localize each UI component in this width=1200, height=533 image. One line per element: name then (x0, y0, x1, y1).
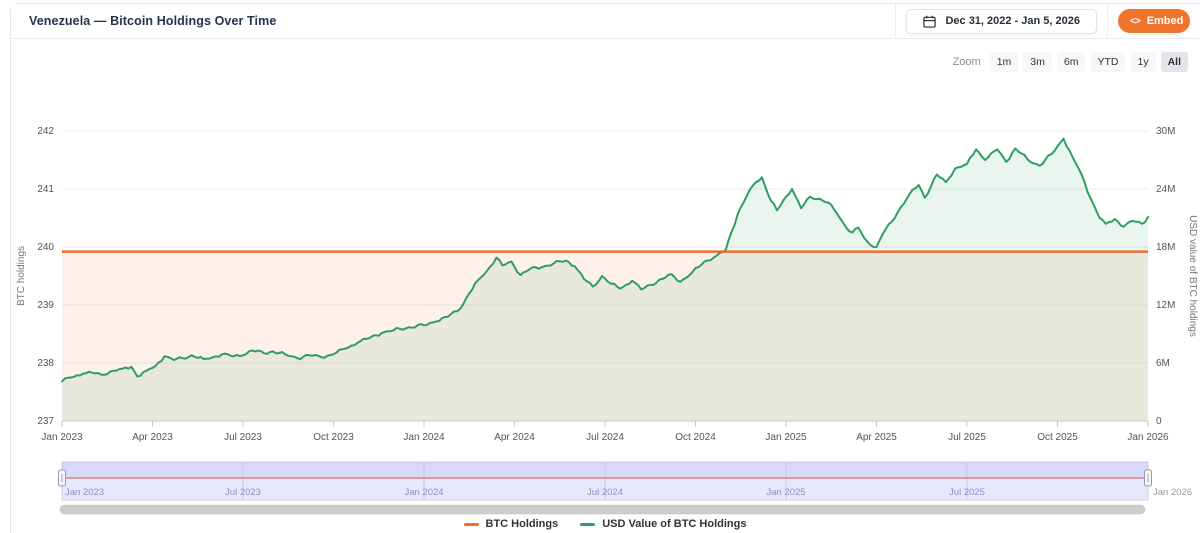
legend-swatch-btc (463, 522, 479, 526)
navigator-label: Jul 2025 (949, 487, 985, 498)
x-axis-label: Jan 2026 (1127, 432, 1169, 443)
y-axis-label-left: 240 (37, 242, 54, 253)
date-range-label: Dec 31, 2022 - Jan 5, 2026 (945, 15, 1080, 27)
navigator-label: Jan 2024 (404, 487, 443, 498)
y-axis-label-right: 12M (1156, 300, 1175, 311)
y-axis-label-left: 237 (37, 416, 54, 427)
y-axis-label-right: 24M (1156, 184, 1175, 195)
x-axis-label: Jan 2024 (403, 432, 445, 443)
x-axis-label: Jul 2025 (948, 432, 986, 443)
code-icon: <> (1130, 15, 1141, 27)
legend-item-btc-holdings[interactable]: BTC Holdings (463, 518, 559, 530)
chart-legend: BTC Holdings USD Value of BTC Holdings (62, 518, 1148, 530)
x-axis-label: Oct 2024 (675, 432, 716, 443)
y-axis-label-right: 18M (1156, 242, 1175, 253)
y-axis-label-right: 6M (1156, 358, 1170, 369)
x-axis-label: Apr 2025 (856, 432, 897, 443)
legend-item-usd-value[interactable]: USD Value of BTC Holdings (580, 518, 746, 530)
axis-title-left: BTC holdings (16, 246, 27, 306)
page-title: Venezuela — Bitcoin Holdings Over Time (29, 14, 277, 28)
embed-button[interactable]: <> Embed (1118, 9, 1190, 33)
date-range-picker[interactable]: Dec 31, 2022 - Jan 5, 2026 (906, 8, 1097, 34)
zoom-button-3m[interactable]: 3m (1023, 52, 1052, 72)
x-axis-label: Jul 2024 (586, 432, 624, 443)
axis-title-right: USD value of BTC holdings (1187, 215, 1198, 337)
x-axis-label: Jul 2023 (224, 432, 262, 443)
zoom-label: Zoom (952, 56, 981, 68)
scrollbar-thumb[interactable] (59, 504, 1146, 515)
calendar-icon (923, 15, 937, 28)
zoom-button-all[interactable]: All (1160, 52, 1188, 72)
legend-label-btc: BTC Holdings (485, 518, 559, 530)
y-axis-label-left: 239 (37, 300, 54, 311)
y-axis-label-right: 30M (1156, 126, 1175, 137)
y-axis-label-right: 0 (1156, 416, 1162, 427)
navigator-label: Jul 2023 (225, 487, 261, 498)
usd-value-line (61, 137, 1149, 383)
legend-label-usd: USD Value of BTC Holdings (602, 518, 747, 530)
x-axis-label: Jan 2025 (765, 432, 807, 443)
x-axis-label: Apr 2024 (494, 432, 535, 443)
legend-swatch-usd (580, 522, 596, 526)
navigator-label: Jul 2024 (587, 487, 623, 498)
y-axis-label-left: 242 (37, 126, 54, 137)
navigator-label: Jan 2026 (1153, 487, 1192, 498)
x-axis-label: Oct 2025 (1037, 432, 1078, 443)
zoom-button-1y[interactable]: 1y (1130, 52, 1156, 72)
navigator-label: Jan 2025 (766, 487, 805, 498)
navigator-label: Jan 2023 (65, 487, 104, 498)
date-range-section: Dec 31, 2022 - Jan 5, 2026 (895, 4, 1107, 38)
header-controls: Dec 31, 2022 - Jan 5, 2026 <> Embed (895, 4, 1200, 38)
zoom-toolbar: Zoom 1m 3m 6m YTD 1y All (953, 52, 1188, 72)
x-axis-label: Oct 2023 (313, 432, 354, 443)
embed-section: <> Embed (1107, 4, 1200, 38)
header: Venezuela — Bitcoin Holdings Over Time D… (11, 4, 1200, 39)
x-axis-label: Jan 2023 (41, 432, 83, 443)
embed-label: Embed (1146, 15, 1184, 27)
zoom-button-ytd[interactable]: YTD (1090, 52, 1126, 72)
zoom-button-6m[interactable]: 6m (1056, 52, 1086, 72)
zoom-button-1m[interactable]: 1m (989, 52, 1019, 72)
y-axis-label-left: 241 (37, 184, 54, 195)
y-axis-label-left: 238 (37, 358, 54, 369)
x-axis-label: Apr 2023 (132, 432, 173, 443)
